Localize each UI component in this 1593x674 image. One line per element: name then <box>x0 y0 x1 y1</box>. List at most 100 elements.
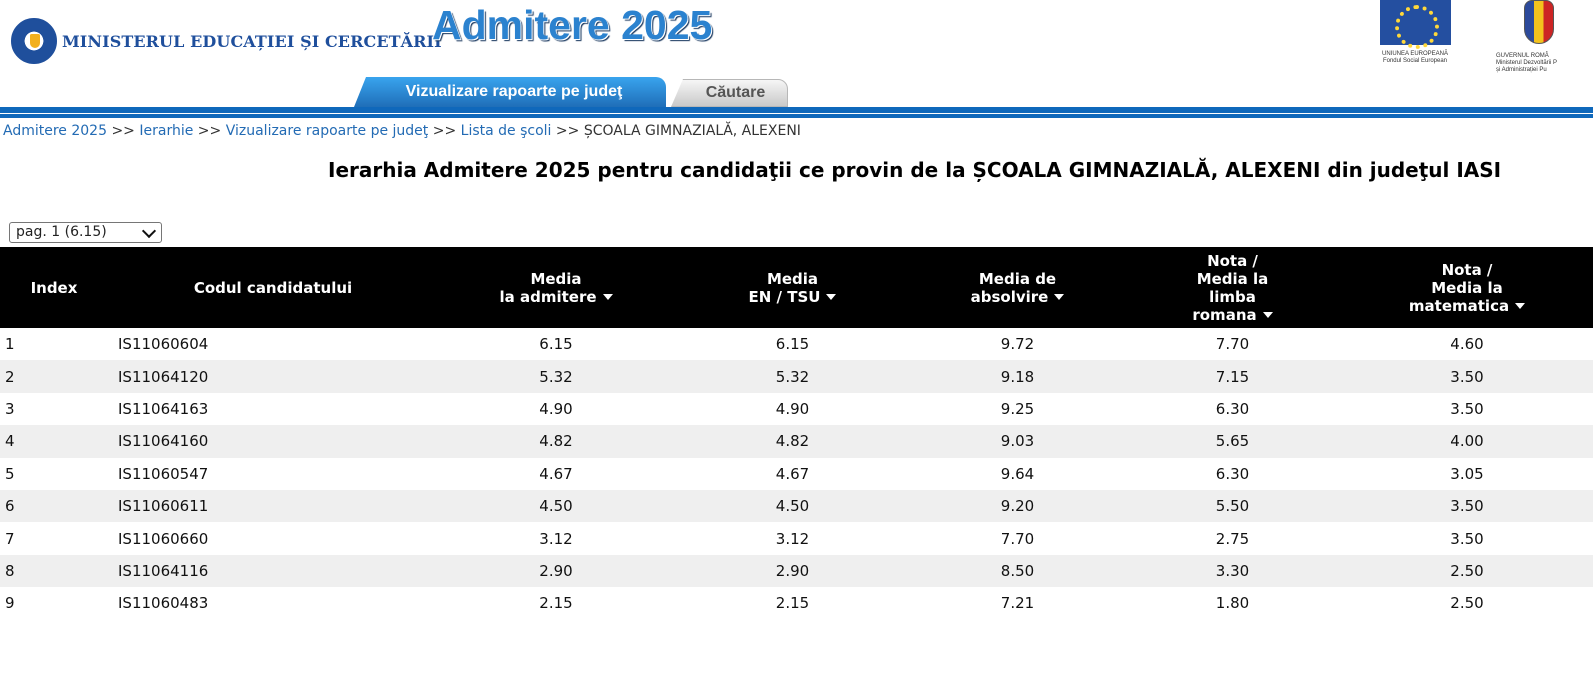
table-row: 9 IS11060483 2.15 2.15 7.21 1.80 2.50 <box>0 587 1593 620</box>
breadcrumb-separator: >> <box>111 123 135 139</box>
cell-index: 9 <box>0 587 108 620</box>
cell-graduation-average: 9.18 <box>911 360 1124 393</box>
cell-admission-average: 4.90 <box>438 392 674 426</box>
cell-en-tsu-average: 3.12 <box>674 522 911 555</box>
column-header-math-grade[interactable]: Nota / Media la matematica <box>1341 247 1593 328</box>
cell-romanian-grade: 2.75 <box>1124 522 1341 555</box>
column-header-candidate-code: Codul candidatului <box>108 247 438 328</box>
cell-index: 6 <box>0 489 108 523</box>
cell-candidate-code: IS11064120 <box>108 360 438 393</box>
breadcrumb-separator: >> <box>197 123 222 139</box>
cell-en-tsu-average: 5.32 <box>674 360 911 393</box>
ministry-seal-icon <box>11 18 57 64</box>
cell-index: 8 <box>0 554 108 588</box>
government-logo: GUVERNUL ROMÂ Ministerul Dezvoltării P ș… <box>1494 0 1593 74</box>
cell-romanian-grade: 3.30 <box>1124 554 1341 588</box>
cell-romanian-grade: 1.80 <box>1124 587 1341 620</box>
cell-admission-average: 4.50 <box>438 489 674 523</box>
cell-graduation-average: 9.64 <box>911 457 1124 490</box>
breadcrumb-link-school-list[interactable]: Lista de şcoli <box>460 123 552 139</box>
cell-en-tsu-average: 4.82 <box>674 425 911 458</box>
cell-en-tsu-average: 2.15 <box>674 587 911 620</box>
cell-graduation-average: 9.03 <box>911 425 1124 458</box>
breadcrumb-separator: >> <box>432 123 457 139</box>
table-row: 6 IS11060611 4.50 4.50 9.20 5.50 3.50 <box>0 489 1593 523</box>
government-caption: GUVERNUL ROMÂ Ministerul Dezvoltării P ș… <box>1496 53 1558 73</box>
sort-desc-icon <box>1262 311 1273 318</box>
cell-index: 3 <box>0 392 108 426</box>
column-header-graduation-average[interactable]: Media de absolvire <box>911 247 1124 328</box>
sort-desc-icon <box>602 293 613 300</box>
eu-flag-icon <box>1379 0 1451 49</box>
cell-candidate-code: IS11064163 <box>108 392 438 426</box>
page-title: Ierarhia Admitere 2025 pentru candidaţii… <box>328 158 1502 182</box>
breadcrumb: Admitere 2025 >> Ierarhie >> Vizualizare… <box>3 121 801 141</box>
tab-search[interactable]: Căutare <box>671 79 788 107</box>
cell-romanian-grade: 7.15 <box>1124 360 1341 393</box>
cell-admission-average: 6.15 <box>438 328 674 361</box>
cell-candidate-code: IS11060483 <box>108 587 438 620</box>
table-row: 1 IS11060604 6.15 6.15 9.72 7.70 4.60 <box>0 328 1593 361</box>
cell-romanian-grade: 5.50 <box>1124 489 1341 523</box>
cell-candidate-code: IS11060611 <box>108 489 438 523</box>
table-header: Index Codul candidatului Media la admite… <box>0 247 1593 328</box>
cell-admission-average: 3.12 <box>438 522 674 555</box>
eu-logo: UNIUNEA EUROPEANĂ Fondul Social European <box>1374 0 1456 65</box>
cell-index: 5 <box>0 457 108 490</box>
column-header-romanian-grade[interactable]: Nota / Media la limba romana <box>1124 247 1341 328</box>
table-row: 2 IS11064120 5.32 5.32 9.18 7.15 3.50 <box>0 360 1593 393</box>
page-selector-value: pag. 1 (6.15) <box>16 224 107 240</box>
table-row: 8 IS11064116 2.90 2.90 8.50 3.30 2.50 <box>0 554 1593 588</box>
sort-desc-icon <box>1515 302 1526 309</box>
page-header: MINISTERUL EDUCAȚIEI ȘI CERCETĂRII Admit… <box>0 0 1593 118</box>
breadcrumb-link-county-reports[interactable]: Vizualizare rapoarte pe judeţ <box>225 123 429 139</box>
cell-index: 1 <box>0 328 108 361</box>
eu-caption: UNIUNEA EUROPEANĂ Fondul Social European <box>1381 51 1448 64</box>
ministry-logo[interactable]: MINISTERUL EDUCAȚIEI ȘI CERCETĂRII <box>11 18 442 64</box>
breadcrumb-link-admitere[interactable]: Admitere 2025 <box>3 123 107 139</box>
cell-candidate-code: IS11064160 <box>108 425 438 458</box>
cell-math-grade: 4.60 <box>1341 328 1593 361</box>
cell-math-grade: 2.50 <box>1341 587 1593 620</box>
cell-math-grade: 3.50 <box>1341 489 1593 523</box>
cell-math-grade: 2.50 <box>1341 554 1593 588</box>
cell-candidate-code: IS11064116 <box>108 554 438 588</box>
ranking-table: Index Codul candidatului Media la admite… <box>0 247 1593 620</box>
cell-admission-average: 4.82 <box>438 425 674 458</box>
cell-graduation-average: 9.72 <box>911 328 1124 361</box>
cell-graduation-average: 9.25 <box>911 392 1124 426</box>
cell-candidate-code: IS11060660 <box>108 522 438 555</box>
main-tabs: Vizualizare rapoarte pe judeţ Căutare <box>354 77 788 107</box>
cell-math-grade: 3.05 <box>1341 457 1593 490</box>
cell-en-tsu-average: 2.90 <box>674 554 911 588</box>
column-header-admission-average[interactable]: Media la admitere <box>438 247 674 328</box>
cell-graduation-average: 9.20 <box>911 489 1124 523</box>
cell-en-tsu-average: 6.15 <box>674 328 911 361</box>
cell-index: 7 <box>0 522 108 555</box>
cell-romanian-grade: 6.30 <box>1124 392 1341 426</box>
cell-romanian-grade: 5.65 <box>1124 425 1341 458</box>
breadcrumb-separator: >> <box>555 123 580 139</box>
column-header-en-tsu-average[interactable]: Media EN / TSU <box>674 247 911 328</box>
cell-en-tsu-average: 4.67 <box>674 457 911 490</box>
cell-graduation-average: 8.50 <box>911 554 1124 588</box>
cell-en-tsu-average: 4.90 <box>674 392 911 426</box>
cell-admission-average: 2.15 <box>438 587 674 620</box>
cell-admission-average: 4.67 <box>438 457 674 490</box>
cell-math-grade: 3.50 <box>1341 392 1593 426</box>
cell-index: 4 <box>0 425 108 458</box>
tab-county-reports[interactable]: Vizualizare rapoarte pe judeţ <box>354 77 666 107</box>
breadcrumb-link-ierarhie[interactable]: Ierarhie <box>139 123 194 139</box>
header-divider <box>0 107 1593 118</box>
page-selector[interactable]: pag. 1 (6.15) <box>9 222 162 243</box>
cell-graduation-average: 7.21 <box>911 587 1124 620</box>
cell-admission-average: 5.32 <box>438 360 674 393</box>
sort-desc-icon <box>826 293 837 300</box>
table-body: 1 IS11060604 6.15 6.15 9.72 7.70 4.60 2 … <box>0 328 1593 620</box>
breadcrumb-current: ȘCOALA GIMNAZIALĂ, ALEXENI <box>583 123 801 139</box>
cell-math-grade: 4.00 <box>1341 425 1593 458</box>
table-row: 7 IS11060660 3.12 3.12 7.70 2.75 3.50 <box>0 522 1593 555</box>
table-row: 4 IS11064160 4.82 4.82 9.03 5.65 4.00 <box>0 425 1593 458</box>
app-title: Admitere 2025 <box>432 2 713 48</box>
chevron-down-icon <box>141 223 157 239</box>
